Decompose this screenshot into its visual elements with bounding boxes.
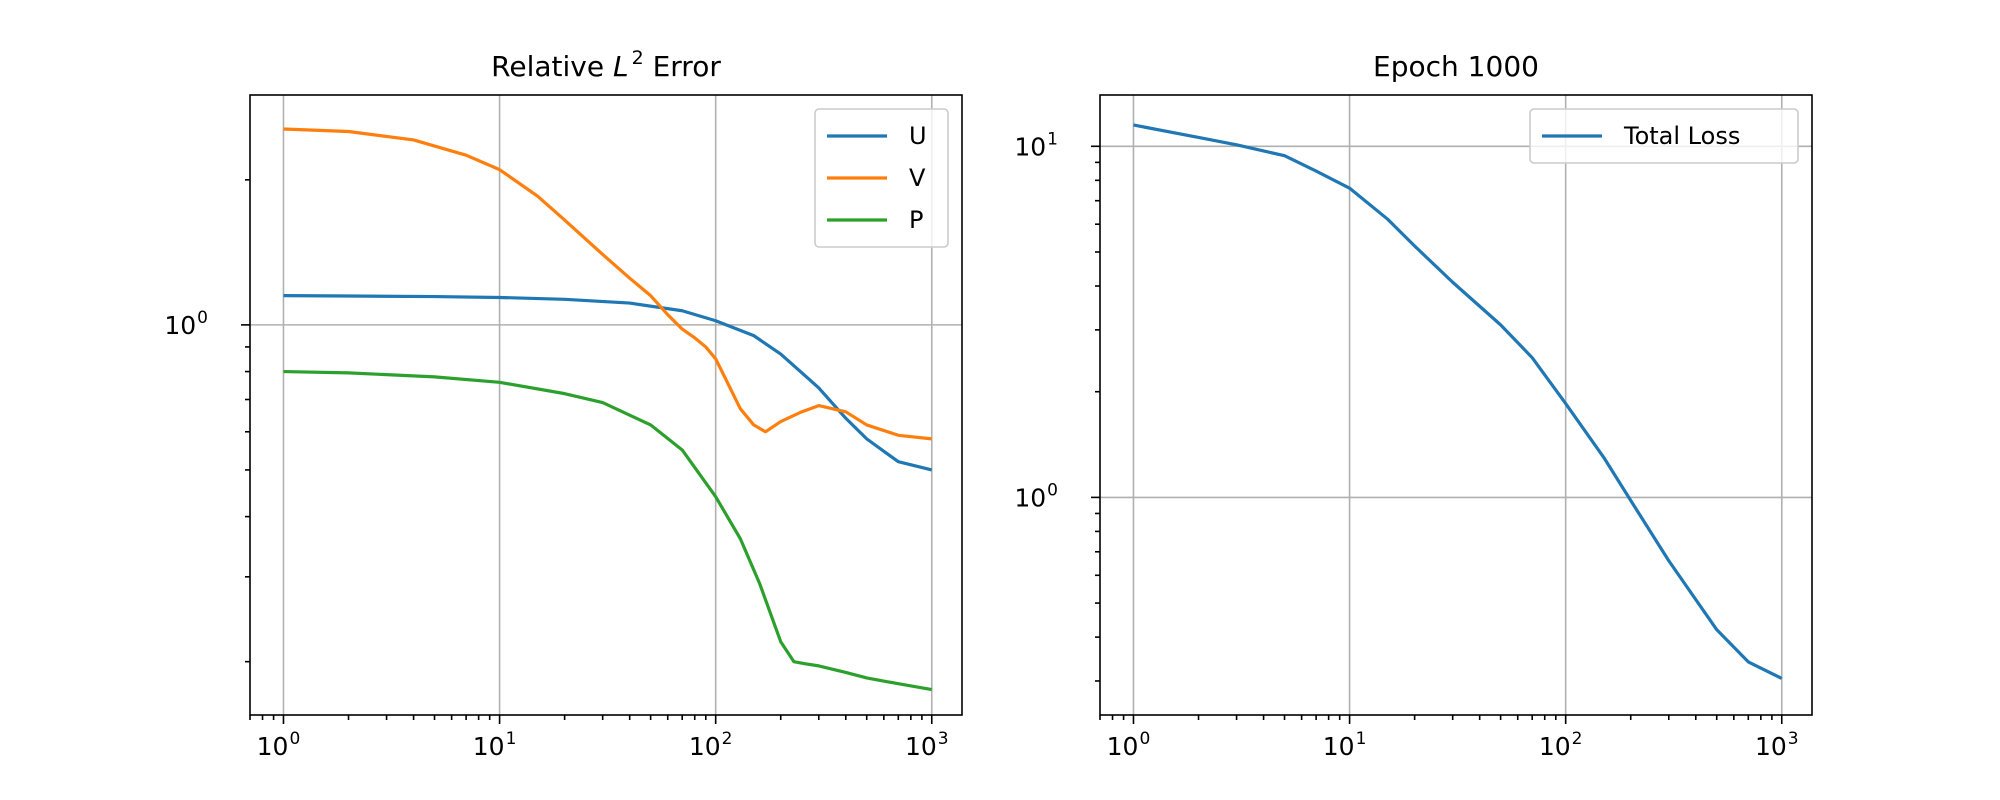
legend-label-u: U [909, 122, 927, 150]
x-tick-label: 101 [1323, 729, 1367, 761]
series-line-v [283, 127, 932, 441]
x-tick-label: 103 [905, 729, 949, 761]
axes-frame [249, 94, 963, 716]
axes-frame [1099, 94, 1813, 716]
legend-label-total-loss: Total Loss [1623, 122, 1740, 150]
series-line-total-loss [1133, 123, 1783, 680]
legend-label-p: P [909, 206, 923, 234]
series-line-p [283, 369, 933, 692]
legend: Total Loss [1529, 108, 1799, 164]
series-line-u [283, 294, 933, 472]
chart-title: Epoch 1000 [1373, 50, 1539, 83]
legend-label-v: V [909, 164, 926, 192]
legend: UVP [814, 108, 949, 248]
legend-box [1529, 108, 1799, 164]
